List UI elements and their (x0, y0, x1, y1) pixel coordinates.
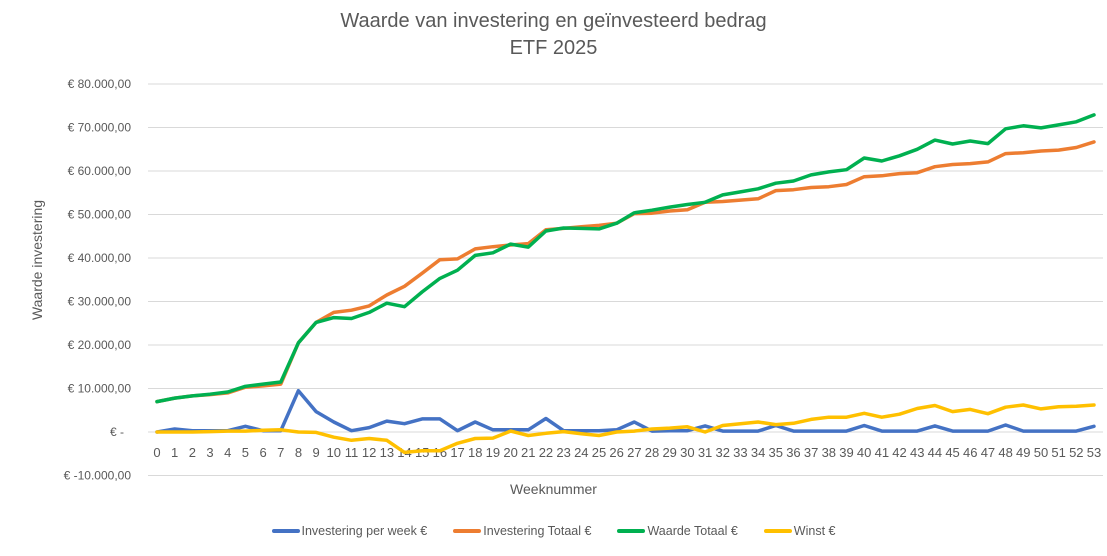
x-tick-label: 49 (1016, 445, 1030, 460)
x-tick-label: 50 (1034, 445, 1048, 460)
x-tick-label: 35 (769, 445, 783, 460)
x-tick-label: 12 (362, 445, 376, 460)
x-tick-label: 9 (312, 445, 319, 460)
x-tick-label: 37 (804, 445, 818, 460)
x-tick-label: 4 (224, 445, 231, 460)
x-tick-label: 41 (875, 445, 889, 460)
x-tick-label: 23 (556, 445, 570, 460)
x-tick-label: 28 (645, 445, 659, 460)
legend-line-icon (271, 529, 300, 533)
x-tick-label: 33 (733, 445, 747, 460)
x-tick-label: 36 (786, 445, 800, 460)
chart-title: Waarde van investering en geïnvesteerd b… (0, 8, 1107, 62)
x-tick-label: 52 (1069, 445, 1083, 460)
legend-item: Investering Totaal € (453, 524, 591, 538)
x-tick-label: 10 (327, 445, 341, 460)
x-tick-label: 38 (822, 445, 836, 460)
x-tick-label: 3 (206, 445, 213, 460)
x-tick-label: 51 (1051, 445, 1065, 460)
legend-label: Investering Totaal € (483, 524, 592, 538)
legend-label: Winst € (793, 524, 836, 538)
y-tick-label: € -10.000,00 (64, 469, 132, 483)
x-tick-label: 24 (574, 445, 588, 460)
x-tick-label: 26 (609, 445, 623, 460)
x-tick-label: 31 (698, 445, 712, 460)
chart-title-line1: Waarde van investering en geïnvesteerd b… (340, 10, 767, 32)
y-tick-label: € 20.000,00 (68, 338, 132, 352)
legend-line-icon (453, 529, 482, 533)
x-axis-ticks: 0 1 2 3 4 5 6 7 8 9 10 11 12 13 14 15 16 17 18 19 20 21 22 23 24… (153, 445, 1101, 460)
series-line (155, 140, 1096, 404)
legend-item: Waarde Totaal € (617, 524, 738, 538)
x-tick-label: 44 (928, 445, 942, 460)
x-tick-label: 0 (153, 445, 160, 460)
x-tick-label: 17 (450, 445, 464, 460)
x-tick-label: 48 (998, 445, 1012, 460)
x-tick-label: 45 (945, 445, 959, 460)
y-tick-label: € - (110, 425, 124, 439)
series-line (155, 403, 1096, 455)
x-tick-label: 27 (627, 445, 641, 460)
y-tick-label: € 70.000,00 (68, 121, 132, 135)
x-tick-label: 11 (345, 445, 359, 460)
legend-item: Investering per week € (271, 524, 428, 538)
series-line (155, 388, 1096, 434)
x-tick-label: 21 (521, 445, 535, 460)
x-tick-label: 47 (981, 445, 995, 460)
data-series (155, 113, 1096, 455)
legend-line-icon (617, 529, 646, 533)
x-tick-label: 1 (171, 445, 178, 460)
x-tick-label: 42 (892, 445, 906, 460)
series-line (155, 113, 1096, 404)
x-tick-label: 8 (295, 445, 302, 460)
x-tick-label: 43 (910, 445, 924, 460)
x-tick-label: 46 (963, 445, 977, 460)
legend-label: Investering per week € (301, 524, 428, 538)
x-tick-label: 34 (751, 445, 765, 460)
x-tick-label: 25 (592, 445, 606, 460)
x-tick-label: 13 (380, 445, 394, 460)
y-axis-ticks: € 80.000,00 € 70.000,00 € 60.000,00 € 50.00… (64, 77, 132, 483)
x-tick-label: 30 (680, 445, 694, 460)
x-tick-label: 53 (1087, 445, 1101, 460)
x-tick-label: 39 (839, 445, 853, 460)
x-tick-label: 19 (486, 445, 500, 460)
x-tick-label: 32 (716, 445, 730, 460)
y-tick-label: € 10.000,00 (68, 382, 132, 396)
x-tick-label: 40 (857, 445, 871, 460)
x-tick-label: 22 (539, 445, 553, 460)
gridlines (148, 83, 1103, 476)
x-tick-label: 2 (189, 445, 196, 460)
chart-title-line2: ETF 2025 (509, 37, 598, 59)
x-tick-label: 15 (415, 445, 429, 460)
x-tick-label: 6 (259, 445, 266, 460)
legend: Investering per week € Investering Totaal… (0, 524, 1107, 538)
x-tick-label: 20 (503, 445, 517, 460)
y-tick-label: € 50.000,00 (68, 208, 132, 222)
y-tick-label: € 80.000,00 (68, 77, 132, 91)
y-tick-label: € 30.000,00 (68, 295, 132, 309)
legend-line-icon (763, 529, 792, 533)
x-tick-label: 5 (242, 445, 249, 460)
y-tick-label: € 40.000,00 (68, 251, 132, 265)
x-tick-label: 29 (662, 445, 676, 460)
x-tick-label: 18 (468, 445, 482, 460)
legend-label: Waarde Totaal € (647, 524, 738, 538)
x-tick-label: 7 (277, 445, 284, 460)
legend-item: Winst € (763, 524, 836, 538)
x-axis-label: Weeknummer (510, 481, 597, 497)
y-tick-label: € 60.000,00 (68, 164, 132, 178)
